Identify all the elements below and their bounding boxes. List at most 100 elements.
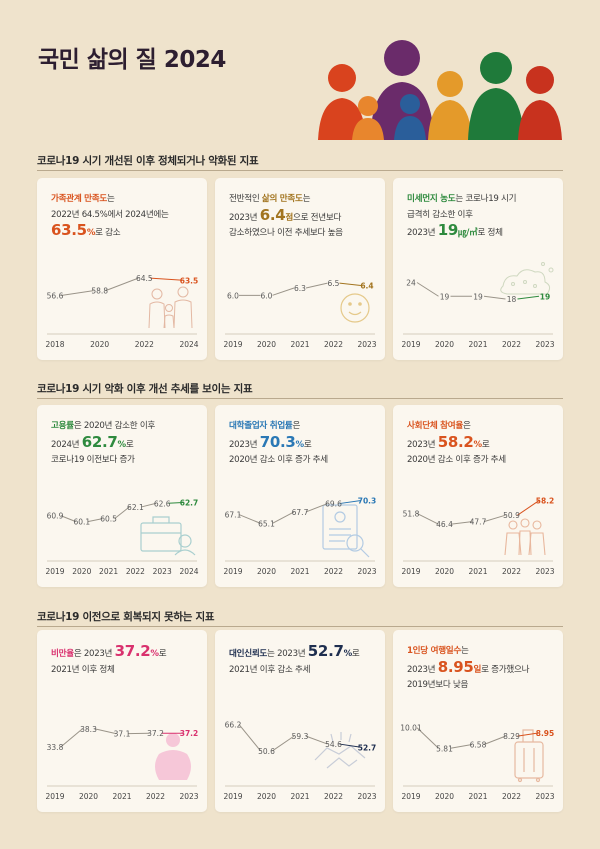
data-label: 60.1 bbox=[73, 518, 90, 527]
data-label: 64.5 bbox=[136, 274, 153, 283]
x-tick-label: 2022 bbox=[126, 567, 145, 576]
series-segment bbox=[114, 506, 130, 520]
desc-text: 는 2023년 bbox=[267, 649, 308, 659]
indicator-name: 1인당 여행일수 bbox=[407, 646, 462, 656]
data-label: 6.3 bbox=[294, 284, 306, 293]
x-tick-label: 2023 bbox=[357, 340, 376, 349]
x-tick-label: 2024 bbox=[179, 567, 198, 576]
x-tick-label: 2024 bbox=[179, 340, 198, 349]
desc-text: 로 정체 bbox=[477, 228, 503, 238]
section-divider-3 bbox=[37, 626, 563, 627]
card-description: 비만율은 2023년 37.2%로 2021년 이후 정체 bbox=[51, 643, 201, 678]
x-tick-label: 2022 bbox=[324, 567, 343, 576]
x-tick-label: 2023 bbox=[357, 792, 376, 801]
desc-text: 전반적인 bbox=[229, 194, 262, 204]
x-tick-label: 2020 bbox=[257, 340, 276, 349]
card-family-satisfaction: 가족관계 만족도는 2022년 64.5%에서 2024년에는 63.5%로 감… bbox=[37, 178, 207, 360]
data-label: 59.3 bbox=[292, 732, 309, 741]
series-segment bbox=[168, 502, 184, 504]
series-segment bbox=[141, 502, 157, 508]
data-label: 50.9 bbox=[503, 511, 520, 520]
x-tick-label: 2021 bbox=[290, 567, 309, 576]
card-description: 사회단체 참여율은 2023년 58.2%로 2020년 감소 이후 증가 추세 bbox=[407, 419, 557, 469]
card-description: 가족관계 만족도는 2022년 64.5%에서 2024년에는 63.5%로 감… bbox=[51, 192, 201, 242]
body-icon bbox=[155, 733, 191, 780]
series-segment bbox=[450, 521, 473, 525]
x-tick-label: 2020 bbox=[79, 792, 98, 801]
data-label: 54.6 bbox=[325, 740, 342, 749]
data-label: 63.5 bbox=[180, 276, 199, 285]
person-green bbox=[468, 52, 524, 140]
x-tick-label: 2020 bbox=[435, 340, 454, 349]
highlight-unit: % bbox=[150, 649, 159, 659]
desc-text: 2024년 bbox=[51, 439, 82, 450]
indicator-name: 비만율 bbox=[51, 649, 74, 659]
desc-text: 2020년 감소 이후 증가 추세 bbox=[407, 455, 506, 465]
data-label: 52.7 bbox=[358, 743, 377, 752]
card-travel-days: 1인당 여행일수는 2023년 8.95일로 증가했으나 2019년보다 낮음 … bbox=[393, 630, 563, 812]
highlight-unit: % bbox=[343, 649, 353, 659]
desc-text: 2021년 이후 정체 bbox=[51, 664, 115, 675]
highlight-value: 8.95 bbox=[437, 657, 474, 676]
card-description: 1인당 여행일수는 2023년 8.95일로 증가했으나 2019년보다 낮음 bbox=[407, 644, 557, 694]
desc-text: 2023년 bbox=[229, 439, 260, 450]
x-tick-label: 2019 bbox=[401, 567, 420, 576]
handshake-icon bbox=[314, 732, 366, 769]
line-chart: 51.8 2019 46.4 2020 47.7 2021 50.9 2022 58.2 2023 bbox=[401, 497, 555, 576]
family-icon bbox=[148, 286, 193, 329]
data-label: 62.1 bbox=[127, 503, 144, 512]
desc-text: 로 bbox=[303, 439, 312, 450]
highlight-value: 63.5 bbox=[51, 221, 87, 239]
desc-text: 로 bbox=[125, 439, 134, 450]
briefcase-icon bbox=[140, 516, 196, 556]
series-segment bbox=[305, 282, 328, 289]
desc-text: 는 코로나19 시기 bbox=[455, 194, 517, 204]
x-tick-label: 2023 bbox=[535, 340, 554, 349]
desc-text: 로 bbox=[351, 649, 360, 659]
data-label: 60.9 bbox=[47, 512, 64, 521]
card-description: 전반적인 삶의 만족도는 2023년 6.4점으로 전년보다 감소하였으나 이전… bbox=[229, 192, 379, 242]
data-label: 6.0 bbox=[227, 291, 239, 300]
data-label: 67.1 bbox=[225, 511, 242, 520]
desc-text: 로 bbox=[481, 439, 490, 450]
desc-text: 는 bbox=[302, 194, 311, 204]
desc-text: 는 bbox=[106, 194, 115, 204]
x-tick-label: 2022 bbox=[146, 792, 165, 801]
data-label: 70.3 bbox=[358, 496, 377, 505]
indicator-name: 가족관계 만족도 bbox=[51, 194, 107, 204]
data-label: 58.2 bbox=[536, 497, 555, 506]
data-label: 58.8 bbox=[91, 287, 108, 296]
x-tick-label: 2021 bbox=[99, 567, 118, 576]
card-employment-rate: 고용률은 2020년 감소한 이후 2024년 62.7%로 코로나19 이전보… bbox=[37, 405, 207, 587]
x-tick-label: 2020 bbox=[257, 567, 276, 576]
x-tick-label: 2023 bbox=[535, 567, 554, 576]
data-label: 66.2 bbox=[225, 720, 242, 729]
data-label: 19 bbox=[440, 292, 450, 301]
data-label: 6.0 bbox=[261, 291, 273, 300]
data-label: 5.81 bbox=[436, 744, 453, 753]
desc-text: 으로 전년보다 bbox=[293, 212, 342, 223]
highlight-value: 52.7 bbox=[307, 642, 344, 660]
desc-text: 2021년 이후 감소 추세 bbox=[229, 664, 311, 675]
data-label: 6.58 bbox=[470, 740, 487, 749]
data-label: 37.1 bbox=[114, 730, 131, 739]
data-label: 60.5 bbox=[100, 515, 117, 524]
highlight-unit: 일 bbox=[473, 664, 482, 675]
highlight-value: 62.7 bbox=[81, 432, 118, 451]
desc-text: 는 bbox=[461, 646, 469, 656]
series-segment bbox=[272, 287, 295, 296]
x-tick-label: 2019 bbox=[401, 792, 420, 801]
series-segment bbox=[272, 511, 295, 524]
data-label: 62.7 bbox=[180, 499, 199, 508]
x-tick-label: 2020 bbox=[90, 340, 109, 349]
x-tick-label: 2019 bbox=[223, 340, 242, 349]
desc-text: 은 bbox=[462, 421, 471, 431]
highlight-value: 58.2 bbox=[437, 432, 474, 451]
data-label: 46.4 bbox=[436, 520, 453, 529]
data-label: 8.29 bbox=[503, 732, 520, 741]
section-title-3: 코로나19 이전으로 회복되지 못하는 지표 bbox=[37, 611, 215, 623]
highlight-value: 70.3 bbox=[259, 432, 296, 451]
person-red-right bbox=[518, 66, 562, 140]
highlight-value: 6.4 bbox=[259, 205, 286, 224]
data-label: 8.95 bbox=[536, 729, 555, 738]
